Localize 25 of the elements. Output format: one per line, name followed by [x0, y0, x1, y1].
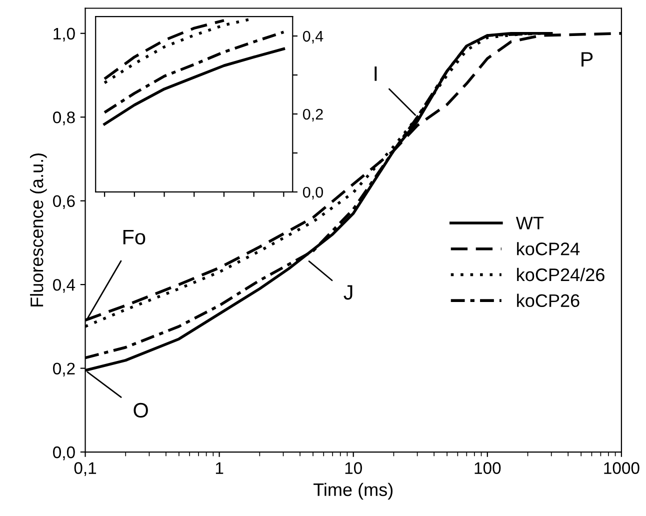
- y-tick-label: 1,0: [54, 28, 75, 42]
- y-axis-title: Fluorescence (a.u.): [30, 153, 47, 306]
- y-tick-label: 0,6: [53, 195, 75, 210]
- annotation: Fo: [123, 230, 146, 244]
- annotation: J: [344, 285, 352, 300]
- x-axis-title: Time (ms): [313, 482, 393, 500]
- x-tick-label: 1000: [604, 462, 640, 474]
- y-tick-label: 0,8: [53, 112, 75, 126]
- x-tick-label: 1: [216, 462, 224, 474]
- x-tick-label: 10: [345, 462, 362, 474]
- annotation: P: [582, 52, 593, 67]
- y-tick-label: 0,2: [53, 362, 75, 376]
- y-tick-label: 0,0: [302, 186, 323, 200]
- y-tick-label: 0,2: [302, 108, 323, 122]
- y-tick-label: 0,0: [53, 446, 75, 460]
- y-tick-label: 0,4: [53, 278, 76, 293]
- legend-label: koCP24/26: [517, 268, 604, 282]
- legend-label: koCP26: [517, 294, 580, 308]
- legend-label: WT: [516, 216, 544, 230]
- x-tick-label: 0,1: [74, 462, 96, 476]
- annotation: O: [134, 402, 148, 418]
- legend-label: koCP24: [517, 242, 580, 256]
- x-tick-label: 100: [474, 462, 501, 474]
- y-tick-label: 0,4: [302, 30, 324, 44]
- annotation: I: [374, 66, 377, 81]
